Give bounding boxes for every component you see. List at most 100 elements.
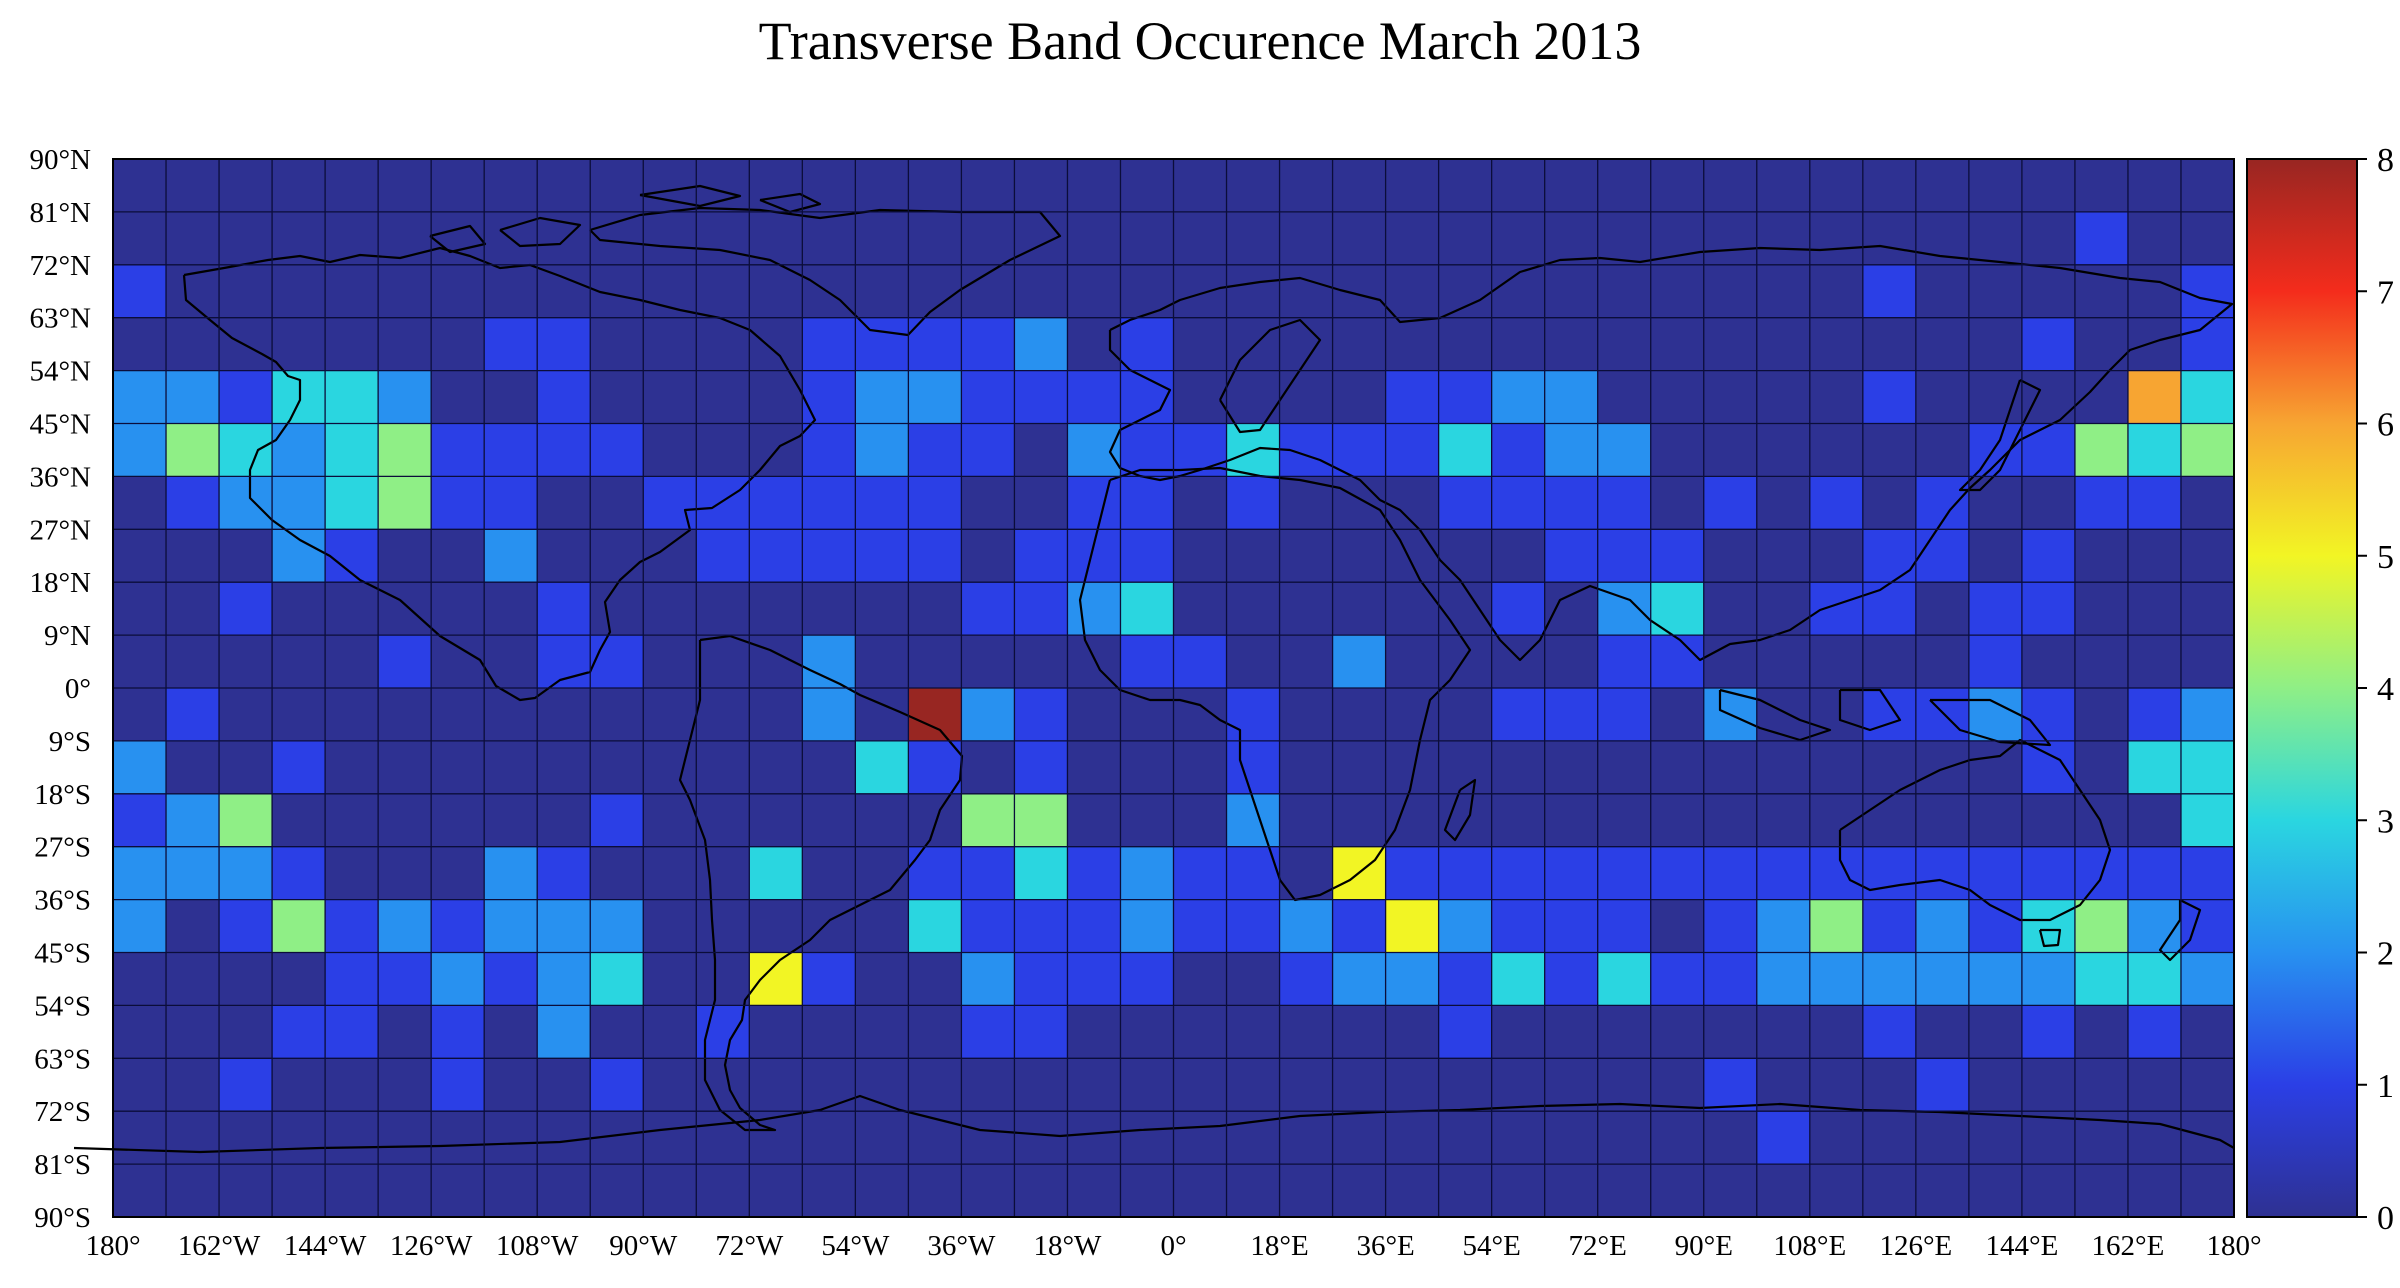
heatmap-cell bbox=[1650, 423, 1705, 477]
heatmap-cell bbox=[1014, 846, 1069, 901]
heatmap-cell bbox=[908, 582, 963, 636]
heatmap-cell bbox=[643, 793, 697, 848]
heatmap-cell bbox=[1809, 1164, 1864, 1218]
heatmap-cell bbox=[272, 582, 326, 636]
heatmap-cell bbox=[219, 1058, 273, 1112]
heatmap-cell bbox=[590, 952, 644, 1006]
heatmap-cell bbox=[1915, 423, 1970, 477]
heatmap-cell bbox=[961, 1005, 1016, 1059]
heatmap-cell bbox=[272, 1058, 326, 1112]
heatmap-cell bbox=[272, 1005, 326, 1059]
heatmap-cell bbox=[1014, 211, 1069, 266]
heatmap-cell bbox=[1544, 952, 1599, 1006]
heatmap-cell bbox=[537, 952, 591, 1006]
heatmap-cell bbox=[272, 317, 326, 372]
heatmap-cell bbox=[643, 1005, 697, 1059]
heatmap-cell bbox=[1597, 529, 1652, 583]
heatmap-cell bbox=[1809, 264, 1864, 319]
heatmap-cell bbox=[855, 635, 909, 689]
heatmap-cell bbox=[1862, 476, 1917, 530]
heatmap-cell bbox=[1385, 264, 1440, 319]
heatmap-cell bbox=[2021, 423, 2076, 477]
heatmap-cell bbox=[961, 952, 1016, 1006]
heatmap-cell bbox=[2074, 159, 2129, 213]
heatmap-cell bbox=[325, 423, 379, 477]
heatmap-cell bbox=[749, 529, 803, 583]
heatmap-cell bbox=[1809, 899, 1864, 954]
heatmap-cell bbox=[1756, 635, 1811, 689]
heatmap-cell bbox=[1332, 211, 1387, 266]
heatmap-cell bbox=[113, 1005, 167, 1059]
heatmap-cell bbox=[1173, 1058, 1228, 1112]
heatmap-cell bbox=[1173, 317, 1228, 372]
heatmap-cell bbox=[1438, 688, 1493, 742]
heatmap-cell bbox=[749, 899, 803, 954]
heatmap-cell bbox=[749, 264, 803, 319]
heatmap-cell bbox=[378, 740, 432, 795]
heatmap-cell bbox=[219, 1164, 273, 1218]
heatmap-cell bbox=[1862, 1005, 1917, 1059]
heatmap-cell bbox=[749, 582, 803, 636]
heatmap-cell bbox=[2180, 952, 2235, 1006]
heatmap-cell bbox=[2127, 582, 2182, 636]
heatmap-cell bbox=[1491, 317, 1546, 372]
heatmap-cell bbox=[2021, 317, 2076, 372]
heatmap-cell bbox=[1014, 899, 1069, 954]
heatmap-cell bbox=[1438, 1164, 1493, 1218]
heatmap-cell bbox=[325, 317, 379, 372]
heatmap-cell bbox=[1120, 264, 1175, 319]
heatmap-cell bbox=[1597, 476, 1652, 530]
heatmap-cell bbox=[1915, 1111, 1970, 1165]
heatmap-cell bbox=[272, 793, 326, 848]
heatmap-cell bbox=[1650, 688, 1705, 742]
heatmap-cell bbox=[484, 740, 538, 795]
heatmap-cell bbox=[1332, 582, 1387, 636]
heatmap-cell bbox=[1332, 952, 1387, 1006]
heatmap-cell bbox=[1491, 1058, 1546, 1112]
heatmap-cell bbox=[1279, 899, 1334, 954]
heatmap-cell bbox=[1597, 899, 1652, 954]
heatmap-cell bbox=[1120, 529, 1175, 583]
heatmap-cell bbox=[2021, 159, 2076, 213]
heatmap-cell bbox=[537, 899, 591, 954]
heatmap-cell bbox=[1862, 211, 1917, 266]
heatmap-cell bbox=[325, 1058, 379, 1112]
heatmap-cell bbox=[1968, 1111, 2023, 1165]
heatmap-cell bbox=[2021, 1005, 2076, 1059]
heatmap-cell bbox=[802, 635, 856, 689]
coastline-greenland bbox=[589, 206, 1062, 337]
heatmap-cell bbox=[2127, 476, 2182, 530]
heatmap-cell bbox=[1385, 1164, 1440, 1218]
heatmap-cell bbox=[1968, 1005, 2023, 1059]
heatmap-cell bbox=[2021, 846, 2076, 901]
heatmap-cell bbox=[749, 793, 803, 848]
heatmap-cell bbox=[166, 159, 220, 213]
heatmap-cell bbox=[2127, 688, 2182, 742]
heatmap-cell bbox=[1809, 1058, 1864, 1112]
heatmap-cell bbox=[1067, 211, 1122, 266]
heatmap-cell bbox=[855, 740, 909, 795]
heatmap-cell bbox=[590, 529, 644, 583]
heatmap-cell bbox=[113, 529, 167, 583]
heatmap-cell bbox=[219, 1111, 273, 1165]
heatmap-cell bbox=[1544, 582, 1599, 636]
heatmap-cell bbox=[1544, 688, 1599, 742]
heatmap-cell bbox=[1544, 635, 1599, 689]
heatmap-cell bbox=[1703, 476, 1758, 530]
heatmap-cell bbox=[908, 740, 963, 795]
heatmap-cell bbox=[855, 1111, 909, 1165]
heatmap-cell bbox=[325, 688, 379, 742]
heatmap-cell bbox=[749, 159, 803, 213]
heatmap-cell bbox=[1438, 1111, 1493, 1165]
heatmap-cell bbox=[219, 740, 273, 795]
heatmap-cell bbox=[961, 793, 1016, 848]
heatmap-cell bbox=[219, 952, 273, 1006]
heatmap-cell bbox=[1968, 529, 2023, 583]
heatmap-cell bbox=[1544, 1058, 1599, 1112]
heatmap-cell bbox=[855, 211, 909, 266]
heatmap-cell bbox=[166, 1111, 220, 1165]
heatmap-cell bbox=[1067, 582, 1122, 636]
heatmap-cell bbox=[802, 952, 856, 1006]
heatmap-cell bbox=[2021, 899, 2076, 954]
heatmap-cell bbox=[272, 740, 326, 795]
